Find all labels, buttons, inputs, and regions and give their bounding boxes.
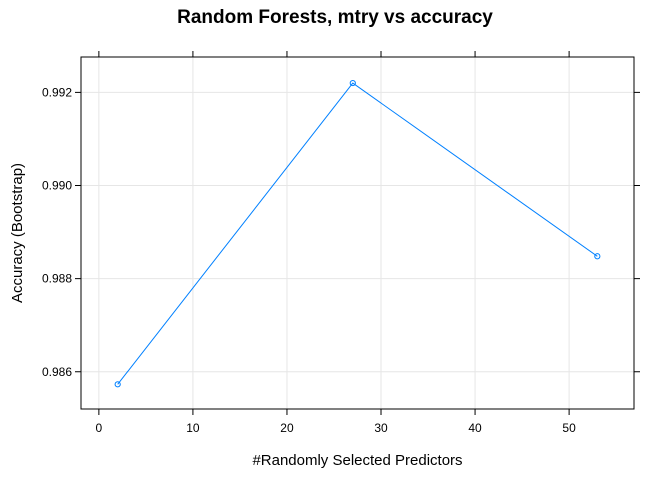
- x-tick-label: 10: [186, 421, 200, 435]
- y-tick-label: 0.990: [42, 179, 72, 193]
- y-tick-label: 0.992: [42, 85, 72, 99]
- tick-layer: 0 10 20 30 40 50 0.986 0.988 0.990 0.992: [42, 51, 640, 435]
- x-tick-label: 0: [96, 421, 103, 435]
- series-line: [117, 82, 598, 385]
- data-point: [349, 79, 356, 87]
- data-point: [114, 381, 121, 388]
- y-axis-label: Accuracy (Bootstrap): [9, 163, 26, 303]
- x-tick-label: 40: [468, 421, 482, 435]
- x-tick-label: 20: [280, 421, 294, 435]
- chart-title: Random Forests, mtry vs accuracy: [177, 7, 493, 28]
- x-tick-label: 50: [562, 421, 576, 435]
- plot-frame: [80, 56, 635, 410]
- y-tick-label: 0.986: [42, 365, 72, 379]
- grid-layer: [81, 57, 634, 409]
- x-tick-label: 30: [374, 421, 388, 435]
- y-tick-label: 0.988: [42, 272, 72, 286]
- x-axis-label: #Randomly Selected Predictors: [252, 452, 462, 469]
- series-layer: [114, 79, 601, 388]
- data-point: [594, 253, 601, 260]
